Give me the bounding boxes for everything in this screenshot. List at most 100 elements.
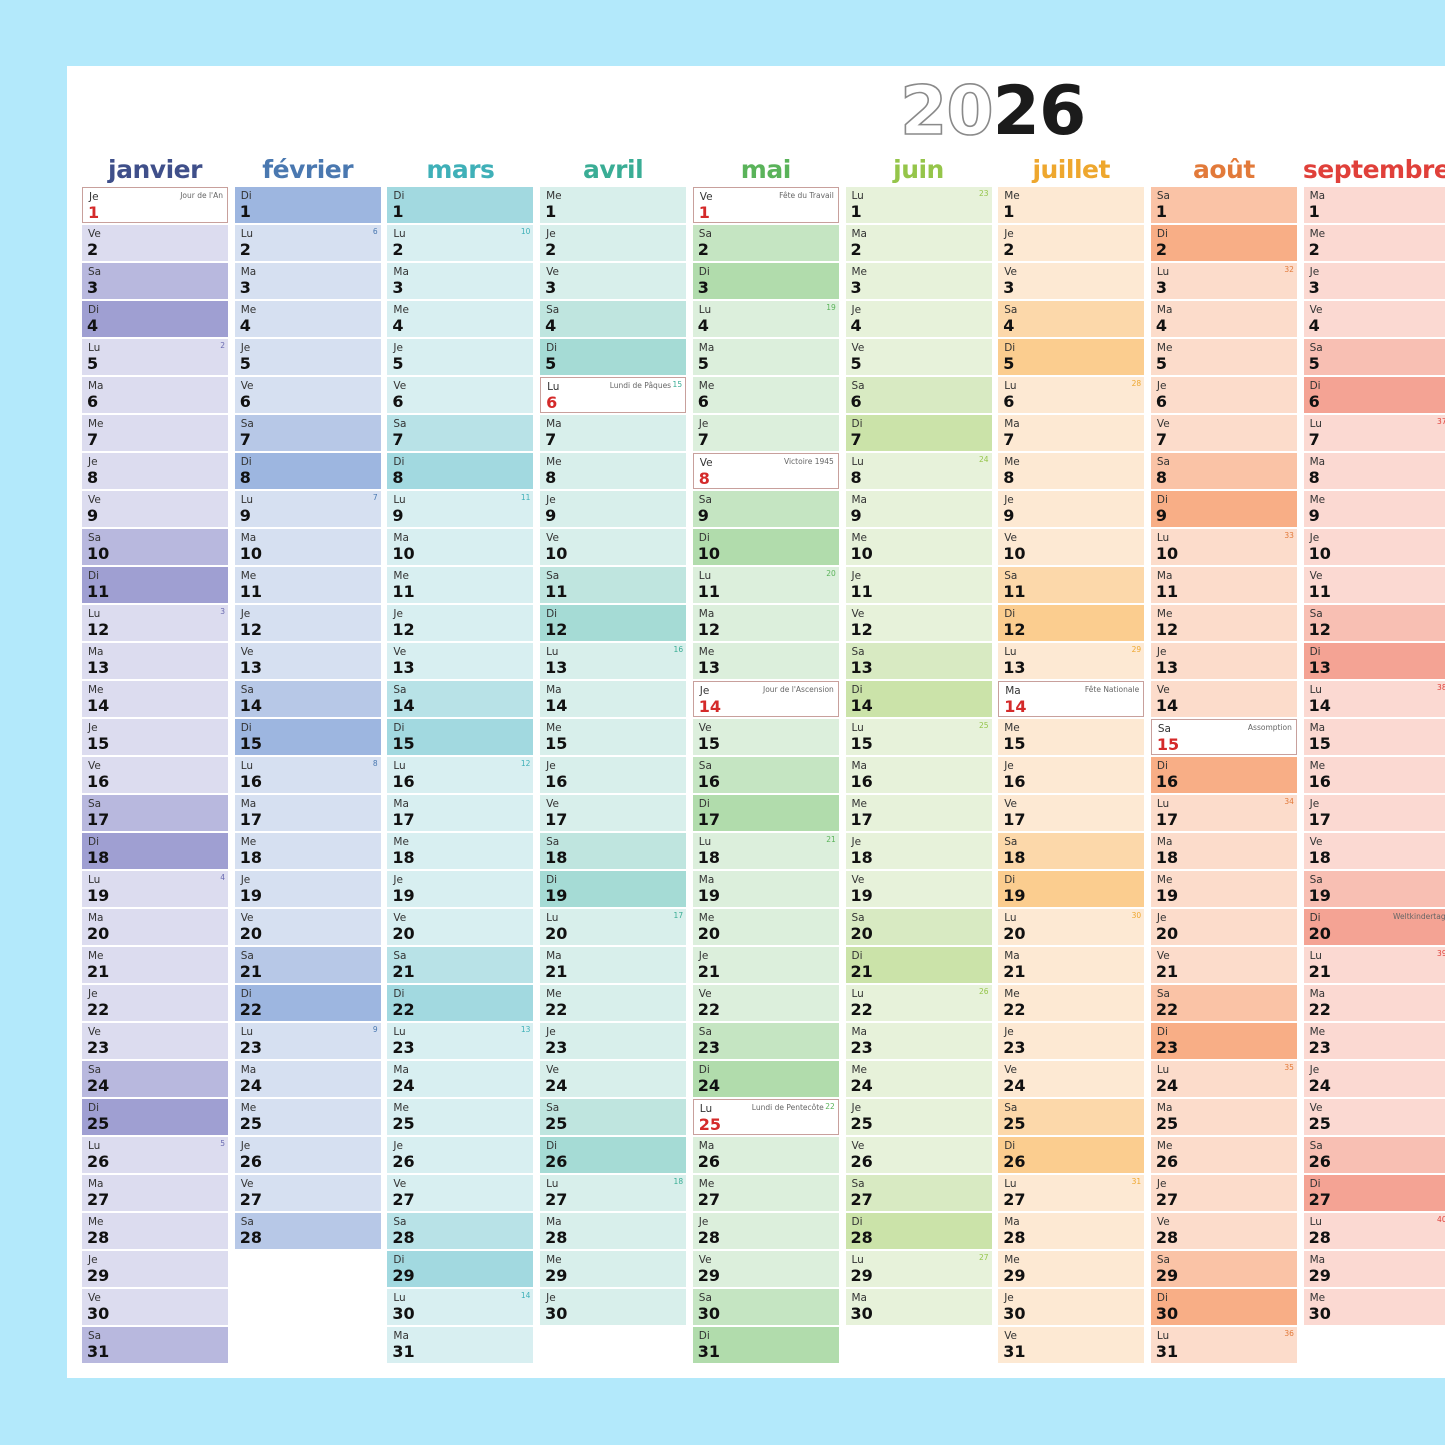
weekday-label: Ve — [1004, 532, 1018, 544]
day-cell: Ma 23 — [845, 1023, 992, 1059]
weekday-label: Je — [240, 874, 251, 886]
holiday-label: Lundi de Pentecôte — [751, 1103, 824, 1112]
day-number: 30 — [87, 1304, 110, 1323]
day-cell: Lu 25 22 Lundi de Pentecôte — [692, 1099, 839, 1135]
weekday-label: Sa — [546, 570, 560, 582]
weekday-label: Me — [1309, 494, 1326, 506]
day-number: 3 — [1308, 278, 1320, 297]
weekday-label: Di — [1309, 380, 1321, 392]
day-number: 27 — [87, 1190, 110, 1209]
day-number: 19 — [697, 886, 721, 905]
weekday-label: Lu — [698, 836, 712, 848]
day-number: 26 — [1308, 1152, 1331, 1171]
day-cell: Lu 27 31 — [998, 1175, 1145, 1211]
weekday-label: Ve — [699, 457, 713, 469]
weekday-label: Ve — [1309, 304, 1323, 316]
weekday-label: Me — [1004, 1254, 1020, 1266]
weekday-label: Ma — [851, 1292, 868, 1304]
day-cell: Sa 21 — [234, 947, 381, 983]
day-cell: Me 21 — [82, 947, 228, 983]
weekday-label: Di — [393, 722, 405, 734]
week-number: 31 — [1131, 1177, 1142, 1186]
day-cell: Me 17 — [845, 795, 992, 831]
day-cell: Je 12 — [387, 605, 534, 641]
weekday-label: Ma — [546, 418, 562, 430]
day-number: 12 — [239, 620, 262, 639]
day-number: 7 — [239, 430, 251, 449]
day-cell: Ve 17 — [998, 795, 1145, 831]
weekday-label: Sa — [88, 532, 102, 544]
day-cell: Di 30 — [1150, 1289, 1297, 1325]
weekday-label: Sa — [698, 228, 712, 240]
day-cell: Ve 13 — [234, 643, 381, 679]
weekday-label: Sa — [698, 1026, 712, 1038]
day-number: 22 — [239, 1000, 262, 1019]
weekday-label: Lu — [88, 608, 101, 620]
day-cell: Je 6 — [1150, 377, 1297, 413]
day-number: 22 — [697, 1000, 721, 1019]
holiday-label: Fête du Travail — [779, 191, 834, 200]
day-cell: Ve 10 — [998, 529, 1145, 565]
day-cell: Me 22 — [540, 985, 687, 1021]
weekday-label: Me — [698, 912, 715, 924]
day-cell: Lu 16 12 — [387, 757, 534, 793]
day-cell: Ma 17 — [234, 795, 381, 831]
day-number: 12 — [1308, 620, 1331, 639]
weekday-label: Sa — [1309, 608, 1323, 620]
weekday-label: Sa — [851, 380, 865, 392]
day-cell: Sa 5 — [1303, 339, 1445, 375]
weekday-label: Di — [546, 342, 558, 354]
day-cell: Ve 7 — [1150, 415, 1297, 451]
weekday-label: Ma — [1004, 418, 1020, 430]
day-cell: Lu 27 18 — [540, 1175, 687, 1211]
weekday-label: Me — [546, 988, 562, 1000]
day-cell: Sa 9 — [692, 491, 839, 527]
day-number: 21 — [697, 962, 721, 981]
day-cell: Ma 16 — [845, 757, 992, 793]
week-number: 19 — [826, 303, 836, 312]
week-number: 29 — [1131, 645, 1142, 654]
day-cell: Je 7 — [692, 415, 839, 451]
day-number: 24 — [392, 1076, 415, 1095]
day-cell: Ma 18 — [1150, 833, 1297, 869]
weekday-label: Ve — [1004, 798, 1018, 810]
weekday-label: Ve — [546, 1064, 559, 1076]
weekday-label: Me — [851, 266, 868, 278]
day-number: 10 — [392, 544, 415, 563]
weekday-label: Ma — [1156, 570, 1173, 582]
day-cell: Ma 17 — [387, 795, 534, 831]
day-number: 26 — [697, 1152, 721, 1171]
day-number: 14 — [545, 696, 568, 715]
weekday-label: Lu — [1156, 532, 1170, 544]
weekday-label: Ve — [88, 494, 101, 506]
weekday-label: Ma — [88, 380, 104, 392]
weekday-label: Di — [546, 608, 558, 620]
day-cell: Ve 30 — [82, 1289, 228, 1325]
day-cell: Di 16 — [1150, 757, 1297, 793]
day-cell: Ve 3 — [998, 263, 1145, 299]
day-number: 27 — [239, 1190, 262, 1209]
weekday-label: Di — [698, 532, 710, 544]
day-cell: Di 8 — [234, 453, 381, 489]
day-cell: Sa 29 — [1150, 1251, 1297, 1287]
weekday-label: Ma — [88, 912, 104, 924]
day-number: 13 — [545, 658, 568, 677]
weekday-label: Lu — [851, 190, 864, 202]
weekday-label: Ma — [1005, 685, 1021, 697]
day-number: 5 — [1308, 354, 1320, 373]
day-cell: Ma 7 — [540, 415, 687, 451]
day-cell: Sa 26 — [1303, 1137, 1445, 1173]
day-number: 18 — [392, 848, 415, 867]
weekday-label: Ve — [546, 798, 559, 810]
day-number: 25 — [1155, 1114, 1179, 1133]
weekday-label: Sa — [546, 304, 560, 316]
day-cell: Me 7 — [82, 415, 228, 451]
weekday-label: Me — [851, 1064, 868, 1076]
weekday-label: Lu — [1309, 684, 1322, 696]
day-number: 30 — [1155, 1304, 1179, 1323]
weekday-label: Lu — [393, 760, 406, 772]
day-cell: Lu 15 25 — [845, 719, 992, 755]
day-number: 28 — [87, 1228, 110, 1247]
weekday-label: Me — [88, 1216, 104, 1228]
day-cell: Ve 3 — [540, 263, 687, 299]
